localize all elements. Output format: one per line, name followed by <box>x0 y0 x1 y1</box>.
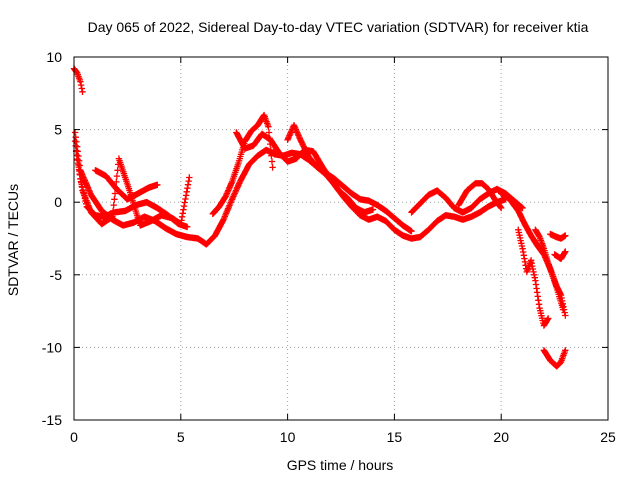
x-axis-label: GPS time / hours <box>287 457 394 473</box>
x-tick-label: 15 <box>387 429 403 445</box>
y-tick-label: 10 <box>46 49 62 65</box>
y-axis-label: SDTVAR / TECUs <box>5 184 21 296</box>
sdtvar-chart: Day 065 of 2022, Sidereal Day-to-day VTE… <box>0 0 640 480</box>
x-tick-label: 25 <box>600 429 616 445</box>
x-tick-label: 20 <box>493 429 509 445</box>
y-tick-label: -15 <box>42 412 62 428</box>
x-tick-label: 10 <box>280 429 296 445</box>
y-tick-label: -10 <box>42 339 62 355</box>
x-tick-label: 5 <box>177 429 185 445</box>
y-tick-label: 5 <box>54 122 62 138</box>
x-tick-label: 0 <box>70 429 78 445</box>
y-tick-label: -5 <box>50 267 63 283</box>
y-tick-label: 0 <box>54 194 62 210</box>
chart-title: Day 065 of 2022, Sidereal Day-to-day VTE… <box>88 19 589 35</box>
